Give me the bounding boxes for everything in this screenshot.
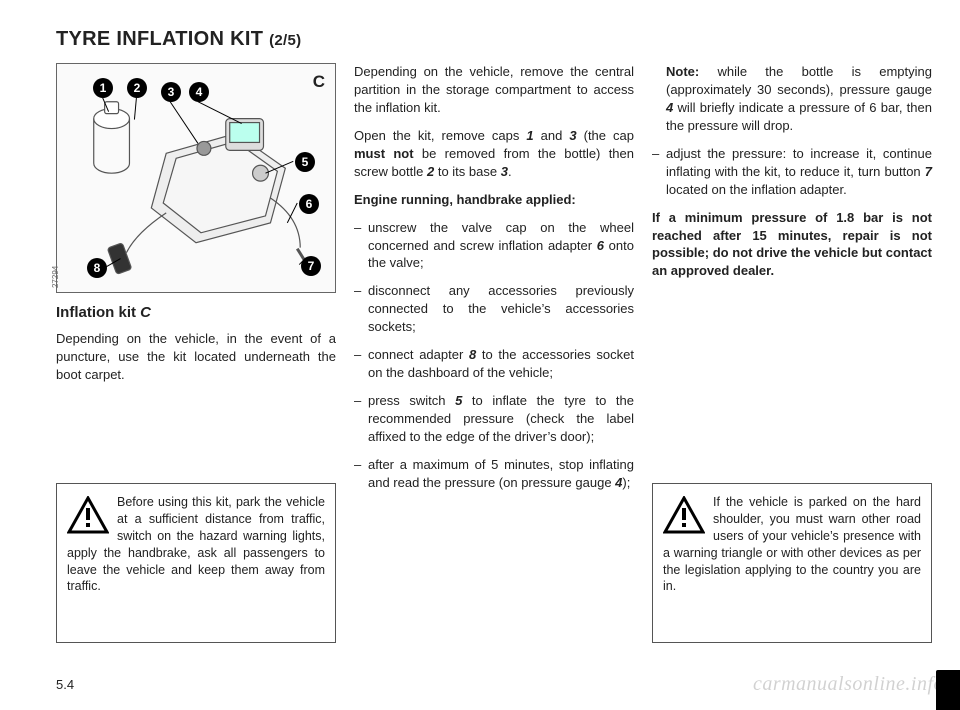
callout-1: 1 xyxy=(93,78,113,98)
warning-triangle-icon xyxy=(663,496,705,534)
c2-p2: Open the kit, remove caps 1 and 3 (the c… xyxy=(354,127,634,181)
c3-note: Note: while the bottle is emptying (appr… xyxy=(652,63,932,135)
callout-8: 8 xyxy=(87,258,107,278)
col1-para1: Depending on the vehicle, in the event o… xyxy=(56,330,336,384)
subheading-inflation-kit: Inflation kit C xyxy=(56,303,336,324)
callout-7: 7 xyxy=(301,256,321,276)
c2-li1: unscrew the valve cap on the wheel conce… xyxy=(354,219,634,273)
figure-inflation-kit: 1 2 3 4 5 6 7 8 C 27294 xyxy=(56,63,336,293)
title-part: (2/5) xyxy=(269,32,301,49)
warning-box-shoulder: If the vehicle is parked on the hard sho… xyxy=(652,483,932,643)
c3-li1: adjust the pressure: to increase it, con… xyxy=(652,145,932,199)
watermark: carmanualsonline.info xyxy=(753,673,944,696)
callout-C: C xyxy=(313,70,325,93)
c2-p1: Depending on the vehicle, remove the cen… xyxy=(354,63,634,117)
warning-box-park: Before using this kit, park the vehicle … xyxy=(56,483,336,643)
page-title: TYRE INFLATION KIT (2/5) xyxy=(56,28,924,51)
warning-triangle-icon xyxy=(67,496,109,534)
subhead-letter: C xyxy=(140,304,151,321)
callout-4: 4 xyxy=(189,82,209,102)
page-number: 5.4 xyxy=(56,677,74,692)
c2-li4: press switch 5 to inflate the tyre to th… xyxy=(354,392,634,446)
manual-page: TYRE INFLATION KIT (2/5) xyxy=(0,0,960,710)
content-columns: 1 2 3 4 5 6 7 8 C 27294 xyxy=(56,63,924,643)
title-main: TYRE INFLATION KIT xyxy=(56,28,269,50)
c3-list: adjust the pressure: to increase it, con… xyxy=(652,145,932,209)
column-2: Depending on the vehicle, remove the cen… xyxy=(354,63,634,643)
subhead-text: Inflation kit xyxy=(56,304,140,321)
column-3: Note: while the bottle is emptying (appr… xyxy=(652,63,932,643)
c2-li2: disconnect any accessories previously co… xyxy=(354,282,634,336)
figure-credit: 27294 xyxy=(50,266,61,288)
c2-heading: Engine running, handbrake applied: xyxy=(354,191,634,209)
callout-6: 6 xyxy=(299,194,319,214)
callout-3: 3 xyxy=(161,82,181,102)
c2-list: unscrew the valve cap on the wheel conce… xyxy=(354,219,634,492)
section-tab xyxy=(936,670,960,710)
callout-2: 2 xyxy=(127,78,147,98)
c2-li5: after a maximum of 5 minutes, stop infla… xyxy=(354,456,634,492)
callout-5: 5 xyxy=(295,152,315,172)
column-1: 1 2 3 4 5 6 7 8 C 27294 xyxy=(56,63,336,643)
c3-p2: If a minimum pressure of 1.8 bar is not … xyxy=(652,209,932,281)
c2-li3: connect adapter 8 to the accessories soc… xyxy=(354,346,634,382)
